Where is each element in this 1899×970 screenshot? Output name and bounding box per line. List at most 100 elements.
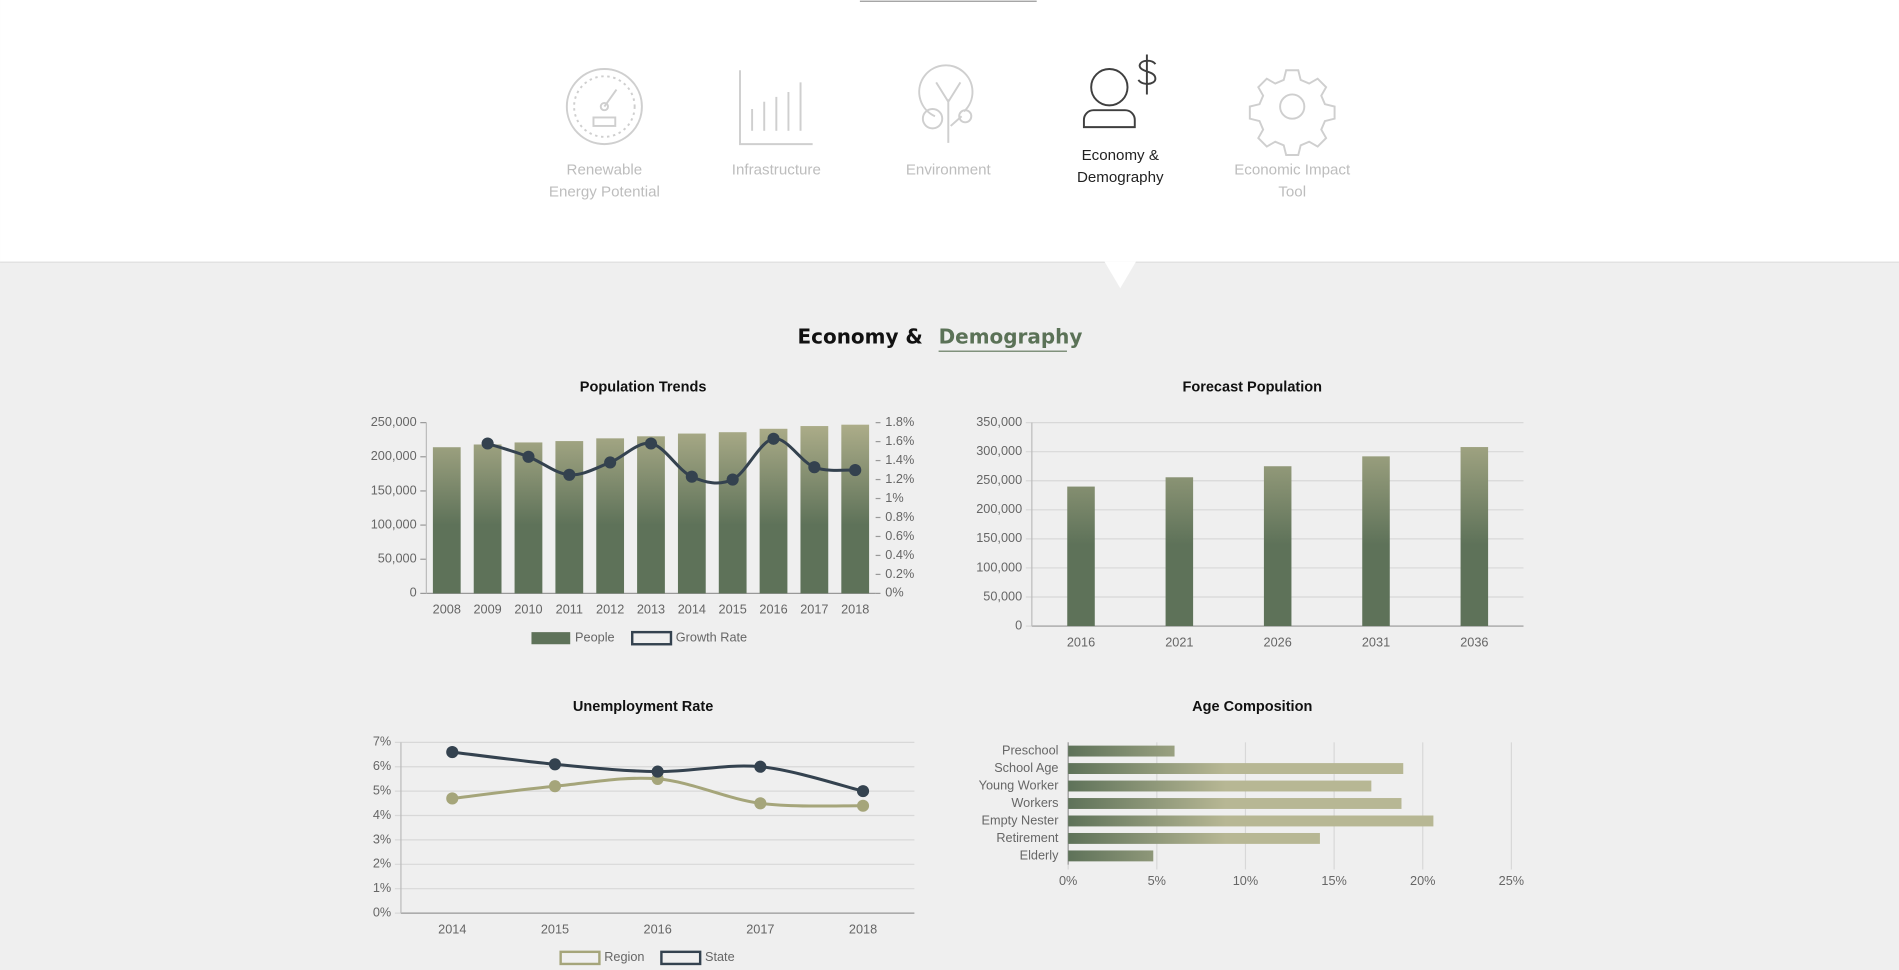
bar bbox=[637, 436, 665, 594]
y-tick-label: 3% bbox=[373, 831, 391, 846]
bar bbox=[1068, 798, 1402, 809]
x-tick-label: 2010 bbox=[514, 602, 542, 617]
line bbox=[487, 437, 856, 485]
nav-label[interactable]: Environment bbox=[906, 162, 992, 179]
nav-label[interactable]: Tool bbox=[1278, 184, 1306, 201]
legend-label: Growth Rate bbox=[676, 630, 747, 645]
x-tick-label: 2017 bbox=[800, 602, 828, 617]
y-tick-label: 2% bbox=[373, 856, 391, 871]
x-tick-label: 2026 bbox=[1264, 634, 1292, 649]
point bbox=[767, 432, 780, 445]
point bbox=[446, 792, 459, 805]
title-part: Economy & bbox=[798, 324, 923, 348]
point bbox=[754, 797, 767, 810]
y-tick-label: Empty Nester bbox=[982, 812, 1060, 827]
nav-label[interactable]: Economic Impact bbox=[1234, 162, 1351, 179]
x-tick-label: 5% bbox=[1148, 873, 1166, 888]
nav-label[interactable]: Economy & bbox=[1082, 147, 1159, 164]
icon-gear bbox=[1248, 69, 1336, 156]
x-tick-label: 2016 bbox=[644, 921, 672, 936]
bar bbox=[1263, 466, 1292, 627]
y-tick-label: Young Worker bbox=[979, 777, 1060, 792]
icon-bars bbox=[739, 70, 813, 146]
x-tick-label: 2012 bbox=[596, 602, 624, 617]
x-tick-label: 2013 bbox=[637, 602, 665, 617]
x-tick-label: 2018 bbox=[849, 921, 877, 936]
y-tick-label: 0 bbox=[1015, 617, 1022, 632]
bar bbox=[718, 432, 747, 594]
y-tick-label: 100,000 bbox=[976, 559, 1022, 574]
y2-tick-label: 1.2% bbox=[885, 471, 914, 486]
y-tick-label: 4% bbox=[373, 807, 391, 822]
y2-tick-label: 0.6% bbox=[885, 528, 914, 543]
y2-tick-label: 1.6% bbox=[885, 433, 914, 448]
point bbox=[651, 765, 664, 778]
bar bbox=[1362, 456, 1390, 627]
bar bbox=[841, 424, 870, 594]
point bbox=[849, 464, 862, 477]
nav-label[interactable]: Energy Potential bbox=[549, 184, 660, 201]
x-tick-label: 25% bbox=[1499, 873, 1524, 888]
chart-title: Age Composition bbox=[1192, 699, 1312, 715]
nav-label[interactable]: Renewable bbox=[567, 162, 643, 179]
y2-tick-label: 0.8% bbox=[885, 509, 914, 524]
y-tick-label: 6% bbox=[373, 758, 391, 773]
y-tick-label: School Age bbox=[994, 760, 1058, 775]
y-tick-label: 0 bbox=[410, 585, 417, 600]
bar bbox=[432, 447, 461, 594]
bar bbox=[473, 444, 502, 594]
legend-label: State bbox=[705, 949, 735, 964]
nav-label[interactable]: Demography bbox=[1077, 169, 1164, 186]
bar bbox=[1460, 447, 1489, 627]
x-tick-label: 2015 bbox=[541, 921, 569, 936]
point bbox=[522, 450, 535, 463]
bar bbox=[1068, 745, 1175, 757]
x-tick-label: 20% bbox=[1410, 873, 1435, 888]
bar bbox=[555, 441, 584, 594]
x-tick-label: 2016 bbox=[1067, 634, 1095, 649]
x-tick-label: 2014 bbox=[438, 921, 466, 936]
point bbox=[548, 758, 562, 771]
point bbox=[726, 473, 739, 486]
y-tick-label: 150,000 bbox=[371, 482, 417, 497]
y-tick-label: 7% bbox=[373, 734, 391, 749]
y-tick-label: 150,000 bbox=[976, 530, 1022, 545]
bar bbox=[1165, 477, 1194, 627]
legend-swatch bbox=[631, 630, 673, 646]
point bbox=[856, 799, 870, 812]
y-tick-label: Preschool bbox=[1002, 742, 1059, 757]
header-band bbox=[0, 0, 1899, 262]
bar bbox=[1068, 832, 1320, 844]
bar bbox=[800, 426, 829, 594]
active-pointer bbox=[1104, 261, 1136, 289]
x-tick-label: 2008 bbox=[433, 602, 461, 617]
bar bbox=[1068, 780, 1372, 792]
point bbox=[754, 760, 767, 773]
legend-label: Region bbox=[604, 949, 644, 964]
legend-swatch bbox=[660, 950, 702, 966]
chart: Unemployment Rate 0% 1% 2% 3% 4% 5% 6% 7% 2014 201… bbox=[373, 699, 915, 966]
y-tick-label: 50,000 bbox=[983, 588, 1022, 603]
y-tick-label: 0% bbox=[373, 904, 391, 919]
point bbox=[604, 456, 617, 469]
icon-person-dollar bbox=[1082, 54, 1157, 129]
point bbox=[808, 461, 821, 474]
y2-tick-label: 0% bbox=[885, 585, 903, 600]
y-tick-label: 200,000 bbox=[371, 448, 417, 463]
section-title: Economy & Demography bbox=[798, 324, 1082, 352]
point bbox=[644, 437, 658, 450]
y-tick-label: 350,000 bbox=[976, 414, 1022, 429]
chart: Age Composition 0% 5% 10% 15% 20% 25% Preschool… bbox=[979, 699, 1524, 888]
chart: Population Trends 0 50,000 100,000 150,000 20… bbox=[371, 379, 914, 646]
y2-tick-label: 1% bbox=[885, 490, 903, 505]
bar bbox=[1068, 763, 1404, 774]
y-tick-label: 200,000 bbox=[976, 501, 1022, 516]
x-tick-label: 2009 bbox=[473, 602, 501, 617]
y-tick-label: 100,000 bbox=[371, 516, 417, 531]
x-tick-label: 2018 bbox=[841, 602, 869, 617]
x-tick-label: 10% bbox=[1233, 873, 1258, 888]
icon-gauge bbox=[565, 68, 643, 146]
bar bbox=[1068, 850, 1154, 862]
nav-label[interactable]: Infrastructure bbox=[732, 162, 821, 179]
